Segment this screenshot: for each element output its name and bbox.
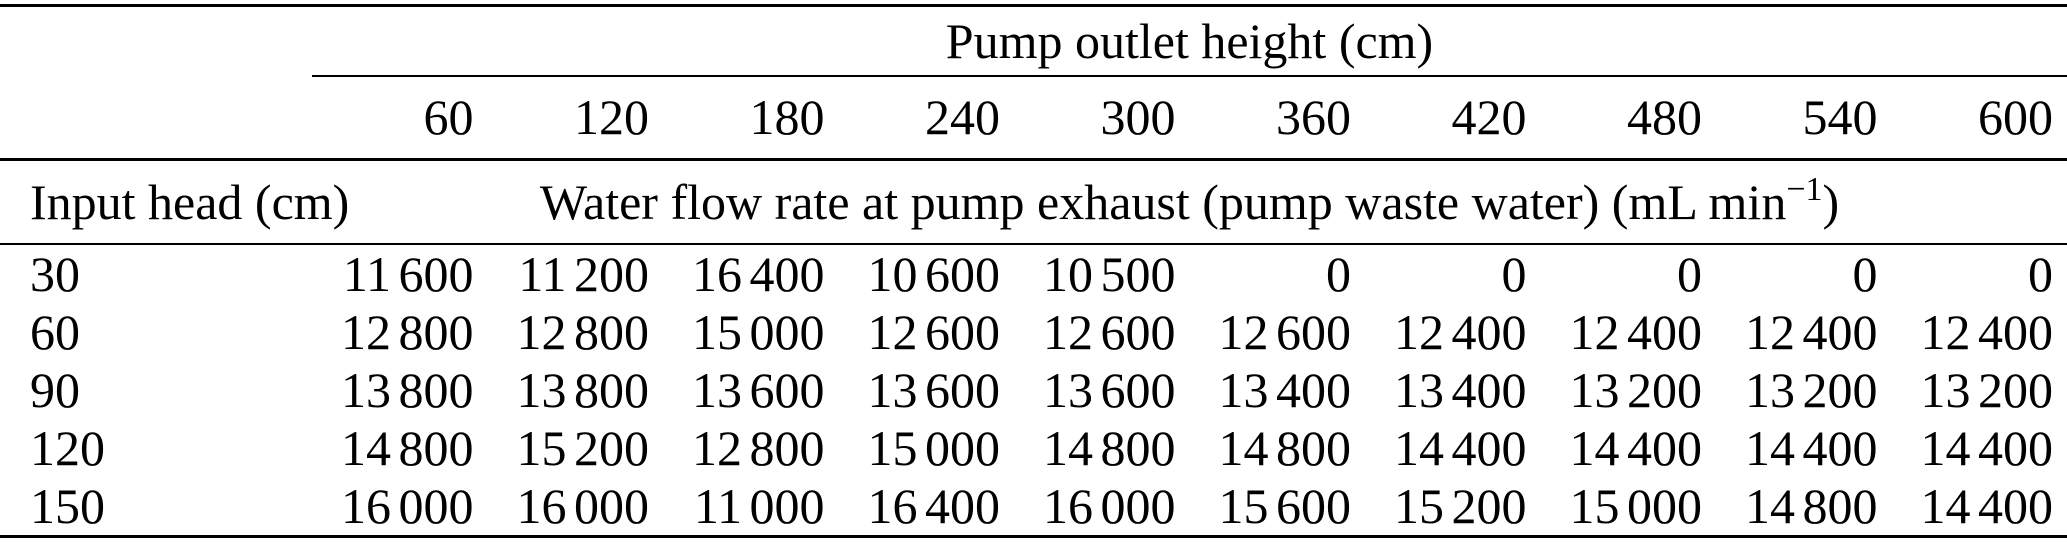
value-cell: 11 000 bbox=[693, 477, 825, 534]
subheader-row: Input head (cm) Water flow rate at pump … bbox=[0, 159, 2067, 245]
row-label: 60 bbox=[30, 303, 80, 360]
value-cell: 13 600 bbox=[1043, 361, 1176, 418]
column-header: 120 bbox=[487, 75, 663, 161]
column-header-row: 60 120 180 240 300 360 420 480 540 600 bbox=[0, 75, 2067, 161]
value-cell: 12 600 bbox=[1218, 303, 1352, 360]
value-cell: 12 600 bbox=[1043, 303, 1176, 360]
table-row: 150 16 000 16 000 11 000 16 400 16 000 15 600 1… bbox=[0, 477, 2067, 537]
value-cell: 16 000 bbox=[1043, 477, 1176, 534]
value-header-text: Water flow rate at pump exhaust (pump wa… bbox=[539, 173, 1787, 230]
value-cell: 13 800 bbox=[341, 361, 474, 418]
pump-flow-table: Pump outlet height (cm) 60 120 180 240 300 36… bbox=[0, 4, 2067, 538]
value-cell: 14 800 bbox=[341, 419, 474, 476]
value-cell: 14 400 bbox=[1920, 419, 2054, 476]
value-cell: 0 bbox=[1501, 245, 1527, 302]
column-group-row: Pump outlet height (cm) bbox=[0, 5, 2067, 77]
column-header: 240 bbox=[838, 75, 1014, 161]
row-label: 30 bbox=[30, 245, 80, 302]
value-cell: 15 000 bbox=[867, 419, 1001, 476]
value-cell: 0 bbox=[1326, 245, 1351, 302]
table-body: 30 11 600 11 200 16 400 10 600 10 500 0 0 0 0 0 60 1… bbox=[0, 244, 2067, 537]
value-cell: 13 200 bbox=[1569, 361, 1703, 418]
value-cell: 12 800 bbox=[341, 303, 474, 360]
value-cell: 10 600 bbox=[867, 245, 1001, 302]
value-cell: 0 bbox=[2028, 245, 2053, 302]
value-cell: 14 400 bbox=[1920, 477, 2054, 534]
value-cell: 13 600 bbox=[692, 361, 825, 418]
value-cell: 10 500 bbox=[1043, 245, 1176, 302]
value-cell: 15 000 bbox=[692, 303, 825, 360]
value-cell: 13 400 bbox=[1394, 361, 1527, 418]
value-cell: 12 400 bbox=[1920, 303, 2054, 360]
value-cell: 13 800 bbox=[516, 361, 650, 418]
value-cell: 0 bbox=[1852, 245, 1878, 302]
column-header: 180 bbox=[663, 75, 839, 161]
value-cell: 13 200 bbox=[1920, 361, 2054, 418]
value-cell: 15 200 bbox=[1394, 477, 1527, 534]
value-header: Water flow rate at pump exhaust (pump wa… bbox=[312, 159, 2067, 245]
value-cell: 15 000 bbox=[1569, 477, 1703, 534]
value-cell: 15 600 bbox=[1218, 477, 1352, 534]
value-cell: 16 000 bbox=[341, 477, 474, 534]
value-cell: 13 600 bbox=[867, 361, 1001, 418]
value-cell: 16 400 bbox=[692, 245, 825, 302]
table-row: 30 11 600 11 200 16 400 10 600 10 500 0 0 0 0 0 bbox=[0, 244, 2067, 303]
value-cell: 12 400 bbox=[1394, 303, 1527, 360]
column-header: 420 bbox=[1365, 75, 1541, 161]
value-header-superscript: −1 bbox=[1786, 171, 1823, 209]
column-header-spacer bbox=[0, 75, 312, 161]
value-cell: 12 800 bbox=[692, 419, 825, 476]
value-cell: 12 600 bbox=[867, 303, 1001, 360]
value-cell: 13 200 bbox=[1745, 361, 1878, 418]
row-label: 120 bbox=[30, 419, 105, 476]
column-header: 540 bbox=[1716, 75, 1892, 161]
column-group-header: Pump outlet height (cm) bbox=[312, 5, 2067, 77]
value-cell: 14 400 bbox=[1394, 419, 1527, 476]
table-row: 60 12 800 12 800 15 000 12 600 12 600 12 600 12… bbox=[0, 303, 2067, 361]
value-header-close: ) bbox=[1822, 173, 1840, 230]
column-header: 60 bbox=[312, 75, 488, 161]
value-cell: 14 400 bbox=[1569, 419, 1703, 476]
column-header: 360 bbox=[1189, 75, 1365, 161]
value-cell: 12 800 bbox=[516, 303, 650, 360]
value-cell: 16 000 bbox=[516, 477, 650, 534]
value-cell: 12 400 bbox=[1745, 303, 1878, 360]
table-row: 120 14 800 15 200 12 800 15 000 14 800 14 800 1… bbox=[0, 419, 2067, 477]
value-cell: 11 600 bbox=[342, 245, 474, 302]
column-header: 480 bbox=[1540, 75, 1716, 161]
value-cell: 12 400 bbox=[1569, 303, 1703, 360]
row-label: 90 bbox=[30, 361, 80, 418]
column-header: 600 bbox=[1891, 75, 2067, 161]
value-cell: 11 200 bbox=[518, 245, 649, 302]
value-cell: 15 200 bbox=[516, 419, 650, 476]
value-cell: 0 bbox=[1677, 245, 1702, 302]
corner-spacer bbox=[0, 6, 312, 76]
value-cell: 14 400 bbox=[1745, 419, 1878, 476]
value-cell: 13 400 bbox=[1218, 361, 1352, 418]
column-header: 300 bbox=[1014, 75, 1190, 161]
value-cell: 14 800 bbox=[1043, 419, 1176, 476]
value-cell: 14 800 bbox=[1218, 419, 1352, 476]
value-cell: 16 400 bbox=[867, 477, 1001, 534]
row-label: 150 bbox=[30, 477, 105, 534]
table-row: 90 13 800 13 800 13 600 13 600 13 600 13 400 13… bbox=[0, 361, 2067, 419]
row-group-header: Input head (cm) bbox=[0, 159, 349, 245]
value-cell: 14 800 bbox=[1745, 477, 1878, 534]
